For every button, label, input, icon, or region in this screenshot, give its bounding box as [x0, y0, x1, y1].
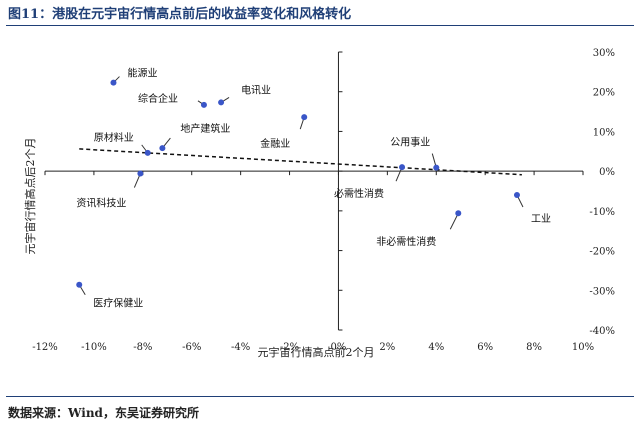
data-point — [399, 164, 406, 171]
y-tick-label: 20% — [593, 88, 615, 99]
x-tick-label: 0% — [331, 342, 347, 353]
point-label: 非必需性消费 — [376, 235, 436, 248]
data-point — [301, 114, 308, 121]
y-tick-label: -10% — [589, 207, 615, 218]
y-tick-label: 0% — [599, 167, 615, 178]
point-label: 公用事业 — [390, 136, 430, 149]
x-tick-label: 2% — [379, 342, 395, 353]
point-label: 能源业 — [127, 67, 157, 80]
point-label: 金融业 — [260, 137, 290, 150]
point-label: 资讯科技业 — [76, 197, 126, 210]
x-tick-label: -4% — [231, 342, 250, 353]
y-tick-label: -30% — [589, 286, 615, 297]
data-point — [137, 170, 144, 177]
trend-line — [79, 148, 522, 176]
chart-axes — [44, 51, 584, 331]
data-point — [159, 145, 166, 152]
x-axis-label: 元宇宙行情高点前2个月 — [258, 345, 375, 359]
trend-line-group — [79, 148, 522, 176]
x-tick-label: -2% — [280, 342, 299, 353]
y-tick-label: -20% — [589, 247, 615, 258]
source-note: 数据来源：Wind，东吴证券研究所 — [8, 406, 199, 420]
data-point — [513, 191, 520, 198]
title-divider — [6, 25, 634, 26]
x-tick-label: 4% — [428, 342, 444, 353]
data-point — [433, 164, 440, 171]
leader-lines — [78, 76, 524, 295]
y-tick-label: 10% — [593, 127, 615, 138]
point-label: 综合企业 — [138, 92, 178, 105]
y-axis-label: 元宇宙行情高点后2个月 — [23, 138, 37, 255]
footer-divider — [6, 396, 634, 397]
x-tick-label: -8% — [133, 342, 152, 353]
x-tick-label: -6% — [182, 342, 201, 353]
chart-title: 图11：港股在元宇宙行情高点前后的收益率变化和风格转化 — [8, 7, 352, 22]
data-point — [218, 99, 225, 106]
point-label: 地产建筑业 — [180, 122, 230, 135]
y-tick-label: 30% — [593, 48, 615, 59]
x-tick-label: 6% — [477, 342, 493, 353]
point-label: 医疗保健业 — [93, 297, 143, 310]
data-point — [144, 149, 151, 156]
data-point — [200, 101, 207, 108]
point-label: 电讯业 — [241, 83, 271, 96]
point-label: 必需性消费 — [334, 187, 384, 200]
x-tick-label: 10% — [572, 342, 594, 353]
data-points — [76, 79, 520, 288]
data-point — [455, 210, 462, 217]
data-point — [110, 79, 117, 86]
tick-labels: -12% -10% -8% -6% -4% -2% 0% 2% 4% 6% 8% 10% 30% 20% 1… — [32, 48, 615, 353]
point-label: 原材料业 — [94, 131, 134, 144]
y-tick-label: -40% — [589, 326, 615, 337]
data-point — [76, 281, 83, 288]
x-tick-label: -12% — [32, 342, 58, 353]
point-label: 工业 — [531, 213, 551, 225]
x-tick-label: -10% — [81, 342, 107, 353]
x-tick-label: 8% — [526, 342, 542, 353]
